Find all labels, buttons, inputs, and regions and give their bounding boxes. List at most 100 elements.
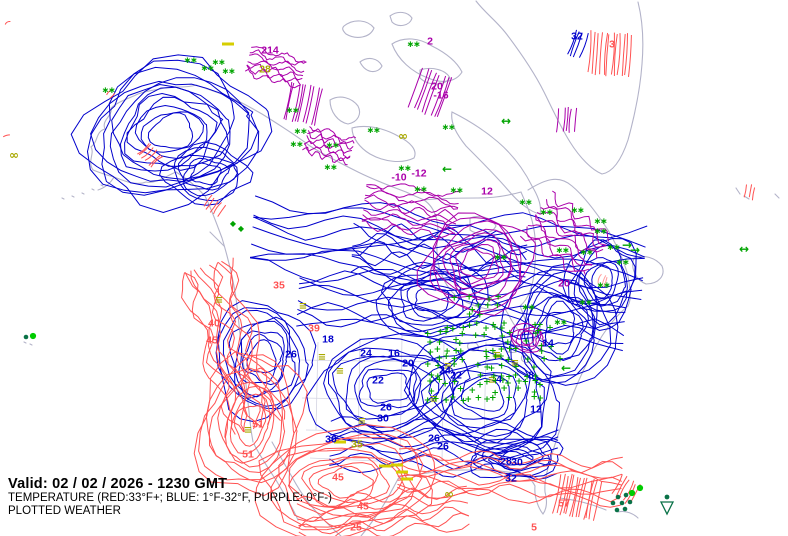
snow-symbol: ∗∗ xyxy=(211,58,225,68)
contour-field-purple xyxy=(416,212,536,316)
plus-symbol: + xyxy=(483,353,491,363)
wind-arrow-left-icon: ← xyxy=(442,162,452,176)
snow-symbol: ∗∗ xyxy=(521,303,535,313)
plus-symbol: + xyxy=(530,363,538,373)
shower-symbol-triangle xyxy=(659,501,675,516)
contour-label: 24 xyxy=(360,348,372,360)
plus-symbol: + xyxy=(424,396,432,406)
snow-symbol: ∗∗ xyxy=(593,227,607,237)
contour-field-pink xyxy=(597,273,608,287)
station-dot xyxy=(615,494,621,500)
snow-symbol: ∗∗ xyxy=(570,206,584,216)
contour-label: 40 xyxy=(208,318,220,330)
plus-symbol: + xyxy=(436,376,444,386)
diamond-symbol: ◆ xyxy=(230,219,237,228)
plus-symbol: + xyxy=(443,352,451,362)
contour-field-red xyxy=(587,30,632,77)
plus-symbol: + xyxy=(459,330,467,340)
plus-symbol: + xyxy=(442,328,450,338)
plus-symbol: + xyxy=(494,292,502,302)
haze-symbol: ≡ xyxy=(511,358,519,369)
snow-symbol: ∗∗ xyxy=(441,123,455,133)
snow-symbol: ∗∗ xyxy=(593,217,607,227)
contour-field-red xyxy=(2,134,10,138)
contour-label: 12 xyxy=(530,404,542,416)
contour-label: 22 xyxy=(450,370,462,382)
contour-field-blue xyxy=(70,54,273,214)
snow-symbol: ∗∗ xyxy=(579,248,593,258)
snow-symbol: ∗∗ xyxy=(221,67,235,77)
snow-symbol: ∗∗ xyxy=(606,243,620,253)
contour-label: 45 xyxy=(332,472,344,484)
snow-symbol: ∗∗ xyxy=(397,164,411,174)
temperature-contours xyxy=(2,20,756,536)
plus-symbol: + xyxy=(458,356,466,366)
plus-symbol: + xyxy=(449,393,457,403)
plus-symbol: + xyxy=(485,295,493,305)
plus-symbol: + xyxy=(506,393,514,403)
contour-label: 24 xyxy=(439,365,451,377)
plus-symbol: + xyxy=(477,371,485,381)
station-dot xyxy=(610,500,616,506)
fog-symbol: ∞ xyxy=(398,129,408,143)
contour-label: 26 xyxy=(428,433,440,445)
contour-field-purple xyxy=(244,46,307,89)
contour-field-red xyxy=(743,184,756,201)
station-dot xyxy=(622,506,628,512)
plus-symbol: + xyxy=(450,360,458,370)
snow-symbol: ∗∗ xyxy=(553,318,567,328)
contour-label: 32 xyxy=(505,473,517,485)
snow-symbol: ∗∗ xyxy=(285,106,299,116)
plus-symbol: + xyxy=(472,331,480,341)
plus-symbol: + xyxy=(490,372,498,382)
contour-field-purple xyxy=(283,81,323,126)
contour-field-red xyxy=(203,194,227,217)
snow-symbol: ∗∗ xyxy=(325,141,339,151)
snow-symbol: ∗∗ xyxy=(615,258,629,268)
contour-label: -12 xyxy=(411,168,426,180)
plus-symbol: + xyxy=(532,329,540,339)
plus-symbol: + xyxy=(512,344,520,354)
contour-label: 20 xyxy=(431,81,443,93)
plus-symbol: + xyxy=(494,301,502,311)
legend-block: Valid: 02 / 02 / 2026 - 1230 GMT TEMPERA… xyxy=(8,477,332,518)
contour-field-purple xyxy=(302,126,357,166)
plus-symbol: + xyxy=(540,354,548,364)
plus-symbol: + xyxy=(505,372,513,382)
plus-symbol: + xyxy=(434,361,442,371)
plus-symbol: + xyxy=(426,377,434,387)
plus-symbol: + xyxy=(474,361,482,371)
plus-symbol: + xyxy=(492,352,500,362)
plus-symbol: + xyxy=(473,319,481,329)
wind-arrow-right-icon: → xyxy=(622,238,632,252)
contour-label: 45 xyxy=(206,335,218,347)
plus-symbol: + xyxy=(530,392,538,402)
plus-symbol: + xyxy=(492,377,500,387)
plus-symbol: + xyxy=(469,305,477,315)
haze-symbol: ≡ xyxy=(244,425,252,436)
plus-symbol: + xyxy=(512,371,520,381)
contour-field-red xyxy=(4,20,11,25)
contour-label: -16 xyxy=(433,90,448,102)
haze-symbol: ≡ xyxy=(358,416,366,427)
plus-symbol: + xyxy=(514,384,522,394)
contour-label: 57 xyxy=(558,498,570,510)
plus-symbol: + xyxy=(483,363,491,373)
plus-symbol: + xyxy=(512,362,520,372)
snow-symbol: ∗∗ xyxy=(578,298,592,308)
plus-symbol: + xyxy=(522,378,530,388)
plus-symbol: + xyxy=(444,323,452,333)
contour-label: 35 xyxy=(351,439,363,451)
coastline xyxy=(23,0,780,536)
haze-symbol: ≡ xyxy=(430,394,438,405)
contour-label: 25 xyxy=(350,522,362,534)
plus-symbol: + xyxy=(441,379,449,389)
plus-symbol: + xyxy=(449,324,457,334)
plus-symbol: + xyxy=(547,342,555,352)
plus-symbol: + xyxy=(465,293,473,303)
plus-symbol: + xyxy=(491,323,499,333)
plus-symbol: + xyxy=(443,347,451,357)
plus-symbol: + xyxy=(424,330,432,340)
contour-label: 30 xyxy=(325,434,337,446)
contour-label: 18 xyxy=(322,334,334,346)
